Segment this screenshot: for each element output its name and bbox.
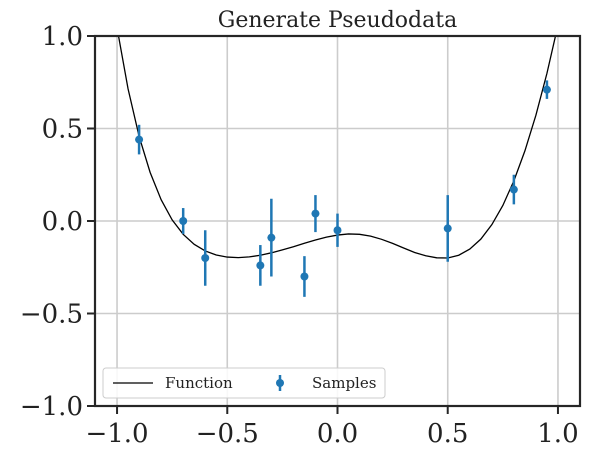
sample-point <box>267 233 276 242</box>
samples-series <box>135 80 551 297</box>
sample-point <box>333 226 342 235</box>
sample-point <box>443 224 452 233</box>
x-tick-label: −0.5 <box>196 419 259 449</box>
y-tick-label: 0.0 <box>42 207 83 237</box>
x-tick-label: 0.0 <box>317 419 358 449</box>
y-tick-label: −0.5 <box>20 300 83 330</box>
sample-point <box>135 135 144 144</box>
sample-point <box>311 209 320 218</box>
x-tick-label: 1.0 <box>537 419 578 449</box>
sample-point <box>509 185 518 194</box>
sample-point <box>542 85 551 94</box>
x-tick-label: 0.5 <box>427 419 468 449</box>
y-tick-label: 0.5 <box>42 115 83 145</box>
sample-point <box>201 254 210 262</box>
x-tick-label: −1.0 <box>85 419 148 449</box>
x-axis: −1.0 −0.5 0.0 0.5 1.0 <box>85 406 579 449</box>
legend-samples-label: Samples <box>312 374 376 392</box>
sample-point <box>256 261 265 270</box>
plot-area <box>117 36 557 297</box>
y-axis: −1.0 −0.5 0.0 0.5 1.0 <box>20 22 95 422</box>
legend-box <box>102 367 386 399</box>
chart-title: Generate Pseudodata <box>218 8 457 33</box>
y-tick-label: −1.0 <box>20 392 83 422</box>
legend: Function Samples <box>102 367 386 399</box>
legend-function-label: Function <box>165 374 233 392</box>
sample-point <box>300 272 309 281</box>
sample-point <box>179 217 188 225</box>
legend-samples-swatch <box>276 379 284 387</box>
y-tick-label: 1.0 <box>42 22 83 52</box>
